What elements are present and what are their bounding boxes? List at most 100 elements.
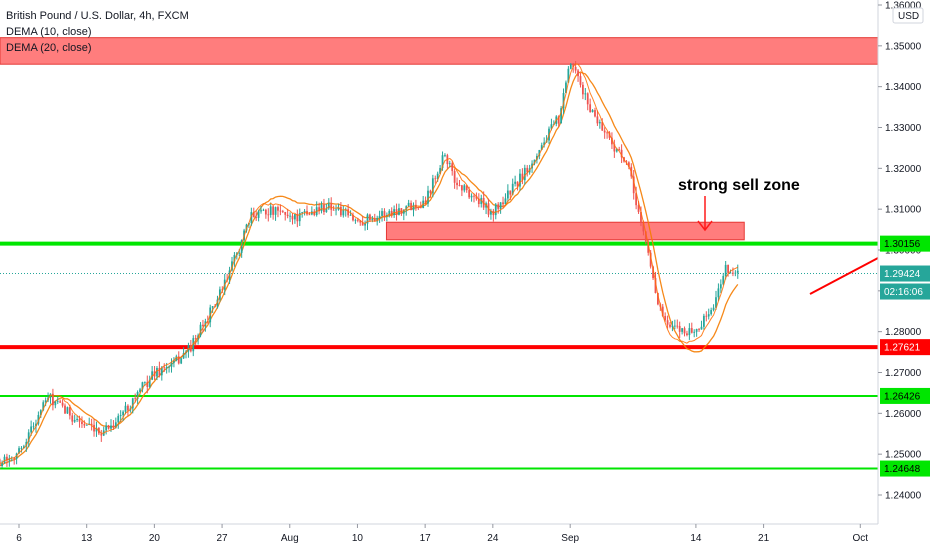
candle-body (383, 211, 386, 217)
candle-body (586, 93, 589, 105)
time-tick-label: Oct (853, 533, 869, 544)
candle-body (499, 202, 502, 209)
candle (102, 426, 105, 437)
candle (286, 208, 289, 219)
candle-body (640, 211, 642, 223)
candle-body (107, 425, 110, 429)
candle (506, 184, 509, 203)
candle-body (105, 425, 108, 431)
candle (373, 213, 376, 222)
candle (0, 457, 1, 470)
candle (398, 203, 400, 216)
candle-body (543, 142, 546, 146)
price-tick-label: 1.32000 (885, 164, 922, 175)
candle (565, 80, 567, 94)
candle (620, 144, 623, 164)
candle-body (635, 193, 638, 206)
candle (567, 66, 570, 83)
dema-20-label[interactable]: DEMA (20, close) (6, 42, 92, 54)
level-price-label-text: 1.26426 (884, 391, 921, 402)
candle (717, 283, 720, 302)
candle-body (359, 220, 362, 223)
candle (511, 178, 514, 196)
candle-body (453, 171, 456, 183)
candle-body (301, 212, 304, 214)
candle-body (59, 401, 62, 403)
candle-body (649, 252, 652, 267)
candle (640, 206, 642, 227)
candle (71, 412, 74, 426)
candle (693, 329, 696, 338)
symbol-title[interactable]: British Pound / U.S. Dollar, 4h, FXCM (6, 10, 189, 22)
candle-body (156, 367, 158, 377)
candle (492, 208, 495, 222)
candle-body (569, 64, 572, 69)
candle-body (339, 206, 342, 216)
candle (702, 313, 705, 330)
candle (306, 205, 308, 216)
candle-body (257, 211, 260, 218)
candle-body (502, 202, 504, 205)
candle-body (666, 320, 669, 325)
candle-body (52, 393, 54, 406)
dema-10-label[interactable]: DEMA (10, close) (6, 26, 92, 38)
candle-body (44, 400, 47, 403)
candle-body (342, 210, 345, 216)
current-price-label-text: 1.29424 (884, 269, 921, 280)
candle (59, 399, 62, 403)
candle-body (349, 214, 352, 216)
candle-body (669, 324, 671, 327)
candle (180, 357, 183, 365)
annotation-label[interactable]: strong sell zone (678, 177, 800, 194)
candle-body (574, 66, 577, 71)
candle (419, 201, 422, 209)
candle-body (632, 176, 635, 194)
candle-body (168, 366, 170, 368)
candle (267, 208, 270, 222)
candle (260, 206, 262, 214)
candle-body (661, 306, 664, 317)
candle-body (533, 159, 536, 164)
candle-body (22, 446, 25, 448)
candle-body (468, 190, 471, 198)
candle (577, 69, 579, 82)
candle-body (95, 427, 98, 432)
candle-body (100, 433, 103, 436)
currency-badge[interactable]: USD (892, 7, 924, 24)
candle-body (76, 418, 79, 420)
candle-body (611, 137, 613, 145)
candle-body (596, 116, 599, 124)
candle (465, 185, 468, 193)
candle (168, 365, 170, 373)
candle-body (199, 324, 202, 336)
candle-body (732, 272, 734, 274)
candle (369, 213, 371, 222)
candle-body (119, 415, 122, 416)
candle (66, 406, 69, 414)
candle-body (371, 219, 374, 221)
candle-body (594, 110, 596, 117)
candle-body (68, 407, 71, 416)
candle-body (143, 381, 146, 383)
time-tick-label: 24 (487, 533, 499, 544)
candle (560, 106, 563, 124)
candle (427, 185, 429, 207)
candle-body (540, 145, 543, 150)
candle (519, 169, 521, 191)
level-price-label-text: 1.27621 (884, 343, 921, 354)
candle-body (356, 219, 359, 221)
candle-body (698, 329, 700, 330)
candle (712, 304, 715, 312)
candle-body (378, 215, 381, 219)
candle-body (707, 314, 710, 317)
candle-body (320, 204, 323, 212)
candle-body (557, 116, 560, 124)
candle-body (448, 163, 451, 165)
time-tick-label: 27 (217, 533, 229, 544)
candle (603, 127, 606, 139)
candle-body (511, 183, 514, 195)
candle (310, 206, 313, 216)
candle (480, 194, 483, 208)
